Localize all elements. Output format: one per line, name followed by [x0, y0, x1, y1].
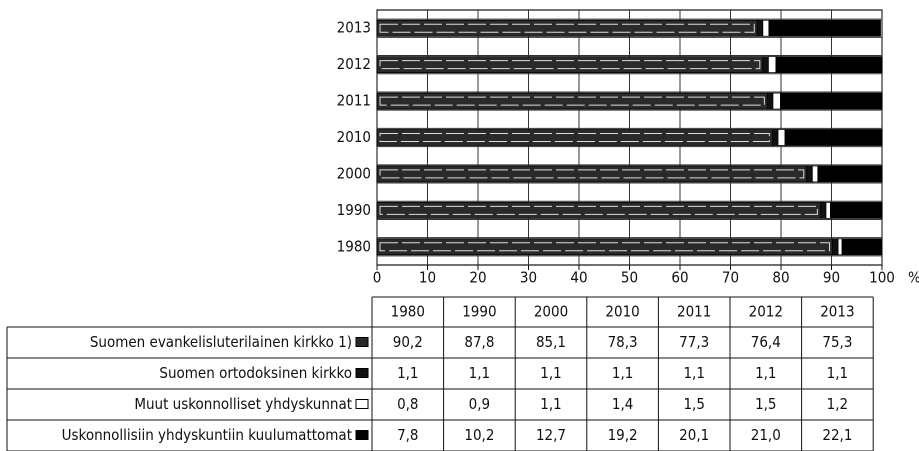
x-tick-label: 60 [671, 269, 688, 287]
table-cell: 22,1 [822, 426, 852, 444]
table-header: 2012 [749, 303, 783, 321]
legend-swatch [355, 430, 369, 440]
bar-segment [376, 19, 758, 37]
x-tick-label: 30 [520, 269, 537, 287]
bar-segment [772, 92, 781, 110]
y-tick-label: 2000 [337, 164, 371, 182]
legend-label: Uskonnollisiin yhdyskuntiin kuulumattoma… [62, 426, 352, 444]
y-tick-label: 2012 [337, 55, 371, 73]
x-tick-label: 90 [823, 269, 840, 287]
x-tick-label: 50 [621, 269, 638, 287]
y-tick-label: 2011 [337, 92, 371, 110]
table-cell: 77,3 [679, 333, 709, 351]
legend-swatch [355, 399, 369, 409]
bar-segment [376, 129, 773, 146]
table-cell: 0,8 [397, 395, 418, 413]
table-cell: 1,1 [540, 395, 561, 413]
table-cell: 85,1 [536, 333, 566, 351]
bar-inner-line [379, 242, 831, 252]
table-header: 2013 [820, 303, 854, 321]
bar-segment [766, 92, 774, 110]
bar-segment [780, 92, 883, 110]
table-header: 2011 [677, 303, 711, 321]
table-header: 2010 [605, 303, 639, 321]
x-tick-label: 20 [469, 269, 486, 287]
bar-segment [777, 129, 786, 146]
x-axis-label: % [908, 269, 919, 287]
table-cell: 7,8 [397, 426, 418, 444]
y-tick-label: 1990 [337, 201, 371, 219]
bar-segment [817, 165, 883, 183]
bar-inner-line [379, 96, 765, 106]
table-cell: 1,5 [683, 395, 704, 413]
table-cell: 1,1 [397, 364, 418, 382]
bar-segment [811, 165, 819, 183]
bar-segment [775, 56, 883, 74]
bar-inner-line [379, 205, 818, 215]
bar-inner-line [379, 60, 761, 70]
bar-segment [837, 238, 843, 256]
x-tick-label: 100 [869, 269, 895, 287]
x-tick-label: 10 [419, 269, 436, 287]
legend-swatch [355, 368, 369, 378]
bar-segment [825, 201, 831, 219]
legend-label: Muut uskonnolliset yhdyskunnat [134, 395, 352, 413]
bar-segment [784, 129, 883, 146]
table-cell: 19,2 [608, 426, 638, 444]
bar-inner-line [379, 169, 805, 179]
table-header: 2000 [534, 303, 568, 321]
table-cell: 90,2 [393, 333, 423, 351]
legend-label: Suomen evankelisluterilainen kirkko 1) [90, 333, 352, 351]
table-cell: 1,4 [612, 395, 633, 413]
bar-segment [376, 165, 808, 183]
table-cell: 1,1 [827, 364, 848, 382]
table-cell: 10,2 [464, 426, 494, 444]
bar-segment [819, 201, 827, 219]
bar-segment [832, 238, 839, 256]
legend-swatch [355, 337, 369, 347]
bar-segment [376, 56, 764, 74]
y-tick-label: 2010 [337, 128, 371, 146]
table-header: 1990 [462, 303, 496, 321]
y-tick-label: 1980 [337, 237, 371, 255]
table-cell: 87,8 [464, 333, 494, 351]
table-cell: 1,1 [540, 364, 561, 382]
bar-segment [762, 19, 770, 37]
legend-label: Suomen ortodoksinen kirkko [159, 364, 352, 382]
table-cell: 20,1 [679, 426, 709, 444]
bar-segment [756, 19, 764, 37]
bar-inner-line [379, 23, 755, 33]
table-cell: 76,4 [751, 333, 781, 351]
table-cell: 1,5 [755, 395, 776, 413]
bar-segment [768, 19, 881, 37]
table-cell: 1,2 [827, 395, 848, 413]
bar-segment [772, 129, 779, 146]
table-cell: 21,0 [751, 426, 781, 444]
bar-segment [830, 201, 883, 219]
x-tick-label: 0 [373, 269, 382, 287]
bar-segment [762, 56, 769, 74]
bar-segment [841, 238, 882, 256]
table-cell: 1,1 [469, 364, 490, 382]
table-cell: 78,3 [608, 333, 638, 351]
table-header: 1980 [391, 303, 425, 321]
table-cell: 12,7 [536, 426, 566, 444]
bar-segment [376, 201, 821, 219]
x-tick-label: 40 [570, 269, 587, 287]
y-tick-label: 2013 [337, 19, 371, 37]
table-cell: 0,9 [469, 395, 490, 413]
bar-segment [376, 92, 768, 110]
table-cell: 1,1 [683, 364, 704, 382]
bar-segment [806, 165, 813, 183]
x-tick-label: 80 [772, 269, 789, 287]
x-tick-label: 70 [722, 269, 739, 287]
table-cell: 75,3 [822, 333, 852, 351]
table-cell: 1,1 [755, 364, 776, 382]
table-cell: 1,1 [612, 364, 633, 382]
bar-segment [376, 238, 833, 256]
bar-segment [767, 56, 777, 74]
